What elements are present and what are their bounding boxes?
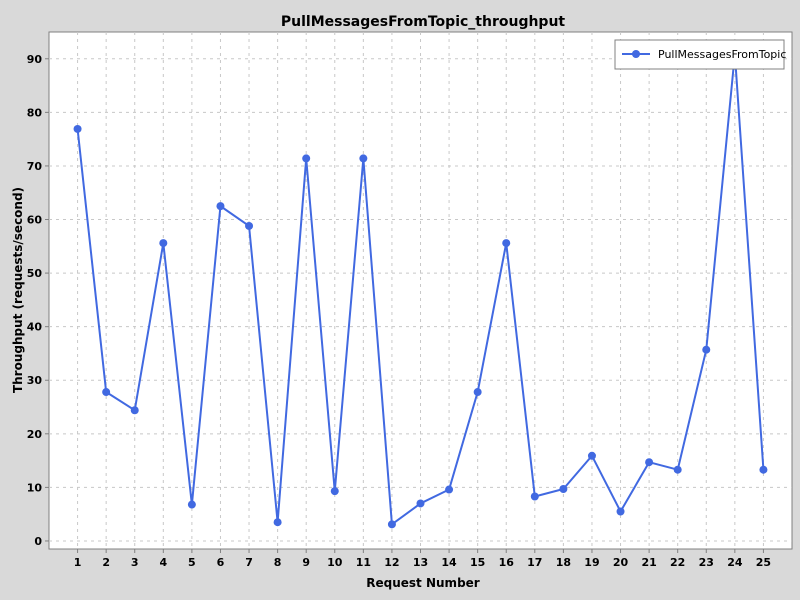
grid [49,32,792,549]
axes: 1 2 3 4 5 6 7 8 9 10 11 12 13 14 15 16 17 18 19 20 21 22 23 24 2… [27,53,771,569]
x-tick-label: 11 [356,556,371,569]
x-tick-label: 4 [159,556,167,569]
x-axis-label: Request Number [366,576,480,590]
x-tick-label: 12 [384,556,399,569]
y-tick-label: 30 [27,374,43,387]
data-point [359,154,368,163]
y-tick-label: 40 [27,321,43,334]
data-point [587,451,596,460]
x-tick-label: 14 [441,556,457,569]
data-point [473,388,482,397]
x-tick-label: 5 [188,556,196,569]
y-axis-label: Throughput (requests/second) [11,187,25,393]
data-point [73,124,82,133]
data-point [245,221,254,230]
y-tick-label: 60 [27,214,43,227]
data-point [673,465,682,474]
x-tick-label: 15 [470,556,485,569]
data-point [216,202,225,211]
data-point [502,239,511,248]
y-tick-label: 10 [27,481,43,494]
data-point [616,507,625,516]
data-point [387,520,396,529]
x-tick-label: 21 [641,556,656,569]
x-tick-label: 17 [527,556,542,569]
data-point [416,499,425,508]
x-tick-label: 18 [556,556,571,569]
data-point [702,345,711,354]
chart-title: PullMessagesFromTopic_throughput [281,14,566,30]
data-point [530,492,539,501]
data-point [187,500,196,509]
x-tick-label: 9 [302,556,310,569]
x-tick-label: 23 [699,556,714,569]
data-point [645,458,654,467]
data-point [302,154,311,163]
x-tick-label: 20 [613,556,629,569]
y-tick-label: 50 [27,267,43,280]
data-point [445,485,454,494]
y-tick-label: 70 [27,160,43,173]
x-tick-label: 6 [217,556,225,569]
data-point [102,388,111,397]
x-tick-label: 7 [245,556,253,569]
legend-marker [632,50,640,58]
y-tick-label: 90 [27,53,43,66]
data-point [559,484,568,493]
x-tick-label: 8 [274,556,282,569]
y-tick-label: 0 [34,535,42,548]
y-tick-label: 20 [27,428,43,441]
x-tick-label: 1 [74,556,82,569]
data-point [130,406,139,415]
x-tick-label: 3 [131,556,139,569]
x-tick-label: 16 [499,556,515,569]
x-tick-label: 10 [327,556,343,569]
legend-label: PullMessagesFromTopic [658,48,786,61]
x-tick-label: 25 [756,556,771,569]
x-tick-label: 13 [413,556,428,569]
data-point [330,487,339,496]
data-point [759,465,768,474]
legend: PullMessagesFromTopic [614,39,786,70]
data-point [159,239,168,248]
x-tick-label: 22 [670,556,685,569]
x-tick-label: 19 [584,556,599,569]
data-point [273,518,282,527]
x-tick-label: 24 [727,556,743,569]
x-tick-label: 2 [102,556,110,569]
y-tick-label: 80 [27,106,43,119]
